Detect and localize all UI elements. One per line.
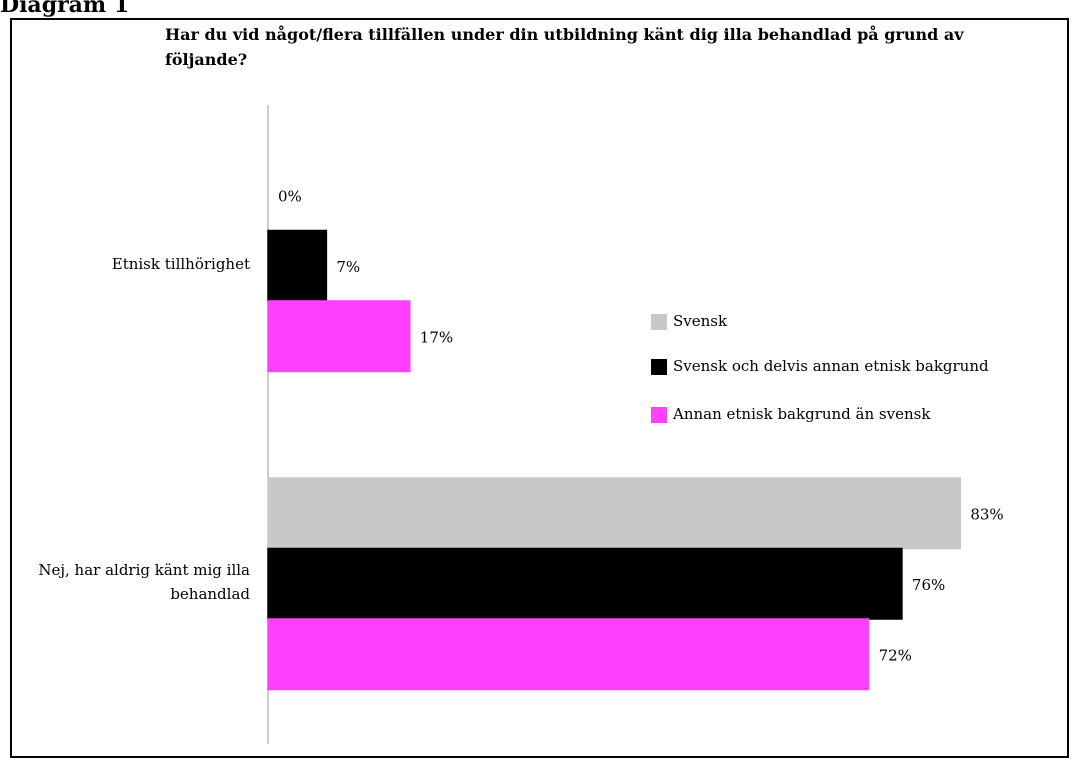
- bar: [267, 477, 962, 550]
- value-label: 0%: [278, 187, 302, 205]
- value-label: 76%: [912, 576, 945, 594]
- bar: [267, 300, 411, 373]
- legend-swatch: [651, 314, 667, 330]
- bar: [267, 547, 903, 620]
- value-label: 83%: [970, 505, 1003, 523]
- bar: [267, 229, 328, 302]
- value-label: 7%: [336, 258, 360, 276]
- value-label: 72%: [879, 646, 912, 664]
- category-label: Etnisk tillhörighet: [111, 254, 250, 273]
- chart-title: Har du vid något/flera tillfällen under …: [165, 25, 964, 69]
- legend-swatch: [651, 407, 667, 423]
- bar: [267, 618, 870, 691]
- legend-label: Annan etnisk bakgrund än svensk: [673, 405, 931, 423]
- legend-label: Svensk: [673, 312, 728, 330]
- legend-label: Svensk och delvis annan etnisk bakgrund: [673, 357, 989, 375]
- legend-swatch: [651, 359, 667, 375]
- value-label: 17%: [420, 328, 453, 346]
- heading: Diagram 1: [0, 0, 130, 18]
- category-label: Nej, har aldrig känt mig illa behandlad: [38, 560, 250, 603]
